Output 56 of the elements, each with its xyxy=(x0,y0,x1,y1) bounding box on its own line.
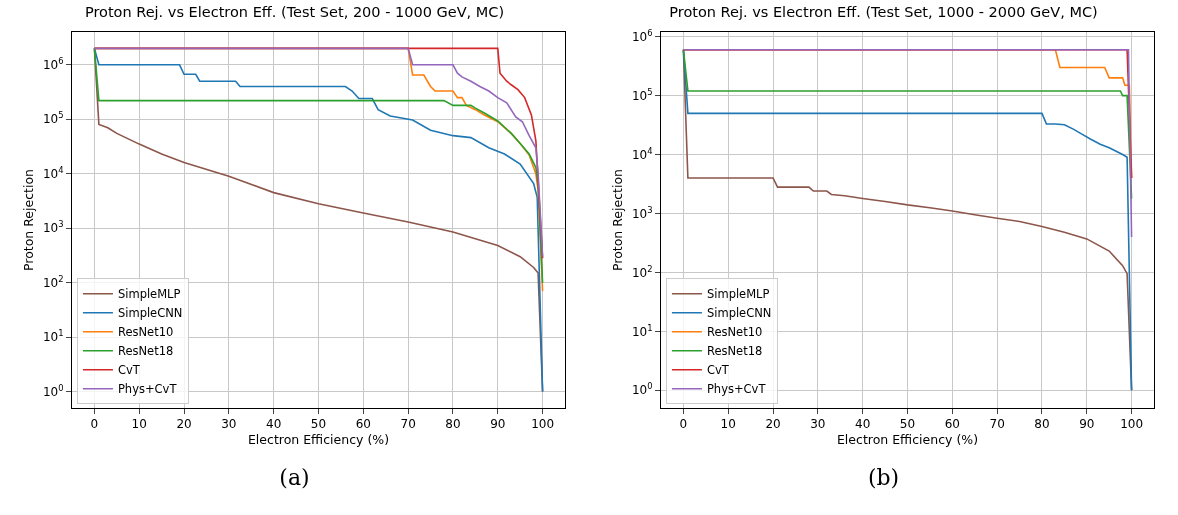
y-tick-label: 10$^{1}$ xyxy=(42,328,64,345)
x-tick-label: 80 xyxy=(445,417,461,432)
y-tick-label: 10$^{4}$ xyxy=(631,145,653,162)
x-tick-label: 60 xyxy=(944,417,960,432)
x-tick-label: 70 xyxy=(989,417,1005,432)
text: (a) xyxy=(278,464,311,492)
legend-label: Phys+CvT xyxy=(706,382,767,397)
y-axis-title: Proton Rejection xyxy=(610,168,626,272)
text: (b) xyxy=(866,464,901,492)
x-tick-label: 20 xyxy=(765,417,781,432)
legend-label: ResNet18 xyxy=(706,344,763,359)
y-axis-title: Proton Rejection xyxy=(21,168,37,272)
legend-label: CvT xyxy=(117,363,141,378)
y-tick-label: 10$^{6}$ xyxy=(631,27,653,44)
legend-label: SimpleMLP xyxy=(706,287,770,302)
x-tick-label: 50 xyxy=(899,417,916,432)
x-tick-label: 30 xyxy=(810,417,826,432)
x-tick-label: 80 xyxy=(1034,417,1050,432)
y-tick-label: 10$^{4}$ xyxy=(42,164,64,181)
y-tick-label: 10$^{5}$ xyxy=(42,110,64,127)
y-tick-label: 10$^{3}$ xyxy=(631,204,653,221)
legend-label: ResNet10 xyxy=(706,325,763,340)
x-tick-label: 40 xyxy=(266,417,282,432)
y-tick-label: 10$^{2}$ xyxy=(631,263,653,280)
y-tick-label: 10$^{6}$ xyxy=(42,55,64,72)
legend-label: SimpleCNN xyxy=(117,306,183,321)
legend-label: CvT xyxy=(706,363,730,378)
x-tick-label: 30 xyxy=(221,417,237,432)
x-tick-label: 0 xyxy=(679,417,688,432)
x-tick-label: 20 xyxy=(176,417,192,432)
x-tick-label: 10 xyxy=(131,417,147,432)
x-tick-label: 60 xyxy=(355,417,371,432)
legend-label: ResNet10 xyxy=(117,325,174,340)
x-tick-label: 50 xyxy=(310,417,327,432)
y-tick-label: 10$^{0}$ xyxy=(631,381,653,398)
legend-label: SimpleMLP xyxy=(117,287,181,302)
x-tick-label: 40 xyxy=(855,417,871,432)
y-tick-label: 10$^{3}$ xyxy=(42,219,64,236)
y-tick-label: 10$^{2}$ xyxy=(42,273,64,290)
x-tick-label: 90 xyxy=(1079,417,1095,432)
y-tick-label: 10$^{0}$ xyxy=(42,382,64,399)
chart-title: Proton Rej. vs Electron Eff. (Test Set, 200 - 1000 GeV, MC) xyxy=(84,4,505,21)
chart-title: Proton Rej. vs Electron Eff. (Test Set, 1000 - 2000 GeV, MC) xyxy=(669,4,1098,21)
x-tick-label: 100 xyxy=(1120,417,1144,432)
x-axis-title: Electron Efficiency (%) xyxy=(836,431,979,447)
x-tick-label: 70 xyxy=(400,417,416,432)
x-tick-label: 0 xyxy=(90,417,99,432)
y-tick-label: 10$^{5}$ xyxy=(631,86,653,103)
x-tick-label: 90 xyxy=(490,417,506,432)
legend-label: Phys+CvT xyxy=(117,382,178,397)
x-tick-label: 10 xyxy=(720,417,736,432)
x-axis-title: Electron Efficiency (%) xyxy=(247,431,390,447)
legend-label: ResNet18 xyxy=(117,344,174,359)
x-tick-label: 100 xyxy=(531,417,555,432)
legend-label: SimpleCNN xyxy=(706,306,772,321)
y-tick-label: 10$^{1}$ xyxy=(631,322,653,339)
